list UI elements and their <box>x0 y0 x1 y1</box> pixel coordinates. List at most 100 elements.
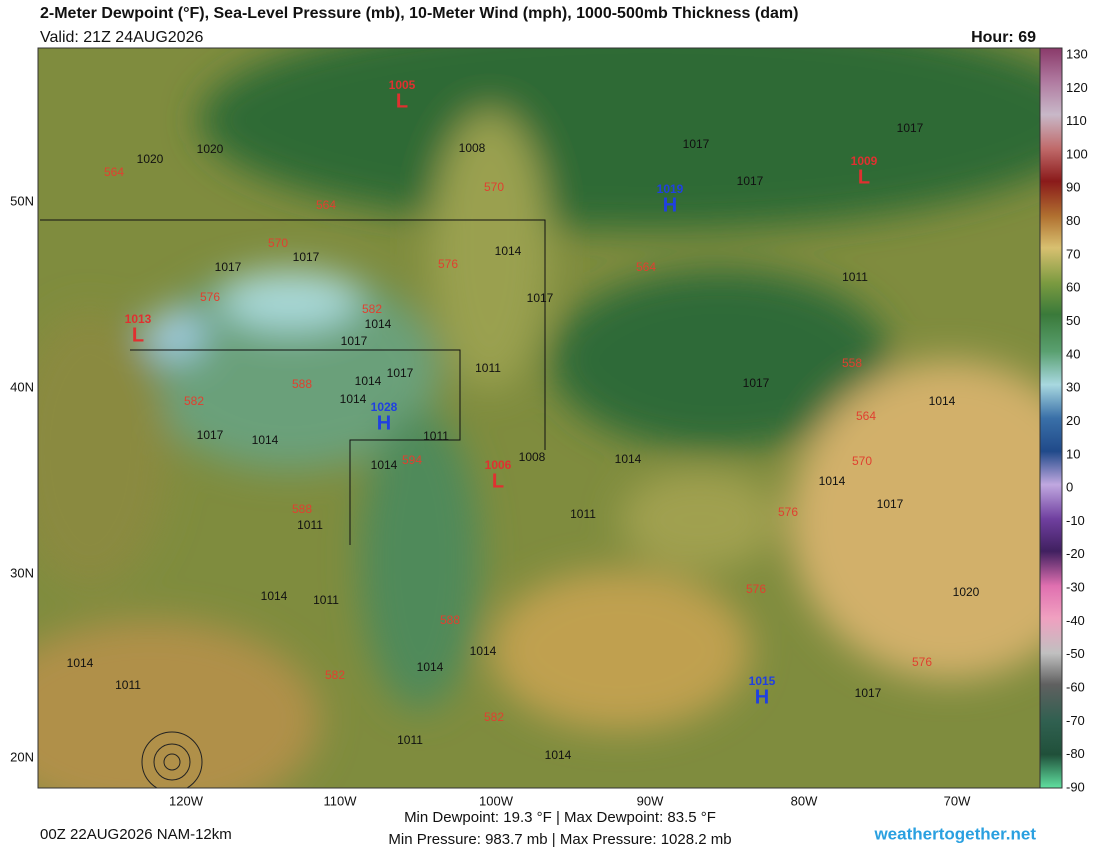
isobar-label: 1008 <box>459 141 486 155</box>
isobar-label: 1017 <box>215 260 242 274</box>
thickness-label: 564 <box>636 260 656 274</box>
isobar-label: 1014 <box>355 374 382 388</box>
pressure-center-value: 1015 <box>749 674 776 688</box>
longitude-label: 110W <box>324 793 358 808</box>
isobar-label: 1011 <box>570 507 596 521</box>
isobar-label: 1017 <box>897 121 924 135</box>
colorbar-tick-label: 90 <box>1066 180 1080 195</box>
thickness-label: 588 <box>292 502 312 516</box>
thickness-label: 582 <box>184 394 204 408</box>
thickness-label: 576 <box>778 505 798 519</box>
colorbar-tick-label: 40 <box>1066 346 1080 361</box>
thickness-label: 558 <box>842 356 862 370</box>
isobar-label: 1017 <box>197 428 224 442</box>
isobar-label: 1011 <box>842 270 868 284</box>
pressure-range: Min Pressure: 983.7 mb | Max Pressure: 1… <box>388 831 731 848</box>
colorbar-tick-label: 0 <box>1066 480 1073 495</box>
thickness-label: 582 <box>325 668 345 682</box>
isobar-label: 1014 <box>261 589 288 603</box>
thickness-label: 576 <box>200 290 220 304</box>
pressure-center-letter: L <box>132 324 144 346</box>
pressure-center-value: 1006 <box>485 458 512 472</box>
isobar-label: 1008 <box>519 450 546 464</box>
isobar-label: 1017 <box>737 174 764 188</box>
latitude-label: 40N <box>10 379 34 394</box>
thickness-label: 576 <box>912 655 932 669</box>
thickness-label: 564 <box>104 165 124 179</box>
labels: 1005L1009L1019H1013L1028H1006L1015H10201… <box>10 46 1088 808</box>
pressure-center-letter: L <box>858 166 870 188</box>
colorbar-tick-label: -40 <box>1066 613 1085 628</box>
isobar-label: 1014 <box>417 660 444 674</box>
colorbar-tick-label: 110 <box>1066 113 1087 128</box>
isobar-label: 1014 <box>365 317 392 331</box>
latitude-label: 20N <box>10 749 34 764</box>
longitude-label: 100W <box>479 793 514 808</box>
isobar-label: 1011 <box>423 429 449 443</box>
isobar-label: 1017 <box>527 291 554 305</box>
pressure-center-letter: L <box>396 90 408 112</box>
forecast-hour: Hour: 69 <box>971 29 1036 46</box>
dewpoint-range: Min Dewpoint: 19.3 °F | Max Dewpoint: 83… <box>404 809 716 826</box>
thickness-label: 564 <box>316 198 336 212</box>
isobar-label: 1014 <box>67 656 94 670</box>
isobar-label: 1017 <box>341 334 368 348</box>
isobar-label: 1020 <box>137 152 164 166</box>
colorbar-tick-label: 120 <box>1066 80 1088 95</box>
isobar-label: 1014 <box>252 433 279 447</box>
longitude-label: 80W <box>791 793 818 808</box>
colorbar-tick-label: -60 <box>1066 679 1085 694</box>
colorbar-tick-label: -70 <box>1066 713 1085 728</box>
longitude-label: 90W <box>637 793 664 808</box>
pressure-center-letter: H <box>663 194 677 216</box>
isobar-label: 1011 <box>397 733 423 747</box>
isobar-label: 1011 <box>115 678 141 692</box>
isobar-label: 1014 <box>545 748 572 762</box>
thickness-label: 582 <box>362 302 382 316</box>
thickness-label: 576 <box>746 582 766 596</box>
isobar-label: 1014 <box>819 474 846 488</box>
isobar-label: 1014 <box>495 244 522 258</box>
isobar-label: 1017 <box>683 137 710 151</box>
thickness-label: 594 <box>402 453 422 467</box>
isobar-label: 1017 <box>877 497 904 511</box>
colorbar-tick-label: 20 <box>1066 413 1080 428</box>
thickness-label: 576 <box>438 257 458 271</box>
isobar-label: 1020 <box>953 585 980 599</box>
colorbar-tick-label: 30 <box>1066 380 1080 395</box>
isobar-label: 1014 <box>929 394 956 408</box>
colorbar <box>1039 47 1063 789</box>
colorbar-tick-label: -20 <box>1066 546 1085 561</box>
isobar-label: 1011 <box>297 518 323 532</box>
colorbar-tick-label: -10 <box>1066 513 1085 528</box>
colorbar-tick-label: -80 <box>1066 746 1085 761</box>
pressure-center-value: 1005 <box>389 78 416 92</box>
longitude-label: 120W <box>169 793 204 808</box>
isobar-label: 1014 <box>615 452 642 466</box>
isobar-label: 1017 <box>293 250 320 264</box>
thickness-label: 588 <box>292 377 312 391</box>
pressure-center-value: 1013 <box>125 312 152 326</box>
colorbar-tick-label: 70 <box>1066 246 1080 261</box>
colorbar-tick-label: 60 <box>1066 280 1080 295</box>
colorbar-tick-label: -90 <box>1066 779 1085 794</box>
pressure-center-value: 1019 <box>657 182 684 196</box>
pressure-center-letter: H <box>377 412 391 434</box>
isobar-label: 1020 <box>197 142 224 156</box>
thickness-label: 564 <box>856 409 876 423</box>
colorbar-tick-label: 80 <box>1066 213 1080 228</box>
isobar-label: 1011 <box>475 361 501 375</box>
isobar-label: 1014 <box>371 458 398 472</box>
colorbar-tick-label: 10 <box>1066 446 1080 461</box>
colorbar-tick-label: 100 <box>1066 146 1088 161</box>
latitude-label: 50N <box>10 193 34 208</box>
isobar-label: 1017 <box>743 376 770 390</box>
pressure-center-letter: H <box>755 686 769 708</box>
valid-time: Valid: 21Z 24AUG2026 <box>40 29 203 46</box>
model-run: 00Z 22AUG2026 NAM-12km <box>40 826 232 843</box>
pressure-center-value: 1028 <box>371 400 398 414</box>
thickness-label: 570 <box>484 180 504 194</box>
isobar-label: 1017 <box>855 686 882 700</box>
